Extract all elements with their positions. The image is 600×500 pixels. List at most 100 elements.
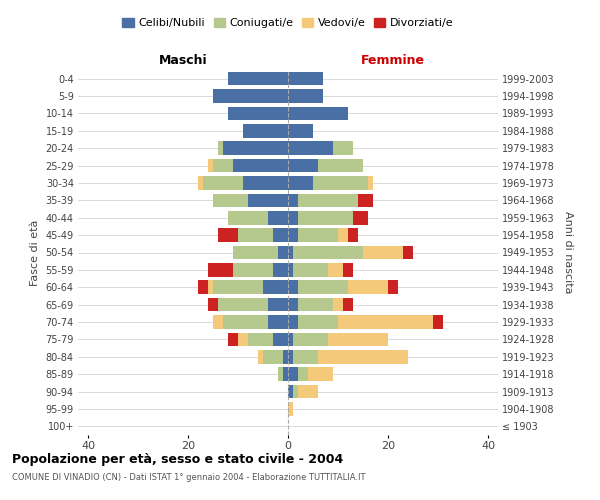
Bar [288,385,293,398]
Bar [288,280,298,294]
Bar [198,176,203,190]
Bar [218,298,268,312]
Text: Popolazione per età, sesso e stato civile - 2004: Popolazione per età, sesso e stato civil… [12,452,343,466]
Bar [208,280,213,294]
Bar [238,228,273,242]
Bar [298,228,338,242]
Bar [213,280,263,294]
Bar [293,263,328,276]
Bar [213,315,223,329]
Bar [208,263,233,276]
Bar [218,228,238,242]
Bar [213,90,288,103]
Bar [293,332,328,346]
Bar [288,315,298,329]
Bar [288,194,298,207]
Bar [203,176,243,190]
Bar [218,142,223,155]
Bar [343,263,353,276]
Bar [288,228,298,242]
Bar [228,72,288,86]
Bar [233,246,278,260]
Bar [288,176,313,190]
Bar [403,246,413,260]
Bar [288,332,293,346]
Bar [248,194,288,207]
Bar [278,246,288,260]
Bar [388,280,398,294]
Bar [288,246,293,260]
Bar [258,350,263,364]
Bar [248,332,273,346]
Bar [288,263,293,276]
Bar [348,228,358,242]
Bar [358,194,373,207]
Bar [433,315,443,329]
Bar [338,228,348,242]
Bar [263,280,288,294]
Bar [318,350,408,364]
Bar [198,280,208,294]
Bar [353,211,368,224]
Bar [288,90,323,103]
Bar [338,315,433,329]
Legend: Celibi/Nubili, Coniugati/e, Vedovi/e, Divorziati/e: Celibi/Nubili, Coniugati/e, Vedovi/e, Di… [118,14,458,33]
Bar [213,159,233,172]
Bar [223,142,288,155]
Bar [293,385,298,398]
Bar [288,124,313,138]
Bar [268,298,288,312]
Bar [268,315,288,329]
Bar [328,263,343,276]
Bar [283,368,288,381]
Bar [293,246,363,260]
Bar [313,176,368,190]
Bar [298,280,348,294]
Bar [273,263,288,276]
Bar [298,315,338,329]
Bar [288,211,298,224]
Bar [343,298,353,312]
Bar [288,142,333,155]
Bar [293,350,318,364]
Bar [298,298,333,312]
Bar [283,350,288,364]
Text: Femmine: Femmine [361,54,425,68]
Bar [308,368,333,381]
Bar [288,298,298,312]
Bar [228,106,288,120]
Bar [233,159,288,172]
Bar [318,159,363,172]
Bar [208,159,213,172]
Bar [278,368,283,381]
Bar [328,332,388,346]
Bar [223,315,268,329]
Bar [233,263,273,276]
Bar [228,211,268,224]
Bar [298,211,353,224]
Bar [288,350,293,364]
Bar [288,402,293,415]
Text: COMUNE DI VINADIO (CN) - Dati ISTAT 1° gennaio 2004 - Elaborazione TUTTITALIA.IT: COMUNE DI VINADIO (CN) - Dati ISTAT 1° g… [12,472,365,482]
Bar [238,332,248,346]
Bar [273,332,288,346]
Bar [243,124,288,138]
Bar [333,298,343,312]
Bar [228,332,238,346]
Bar [288,368,298,381]
Bar [213,194,248,207]
Bar [298,194,358,207]
Bar [298,368,308,381]
Bar [268,211,288,224]
Bar [298,385,318,398]
Bar [363,246,403,260]
Bar [273,228,288,242]
Bar [208,298,218,312]
Bar [288,106,348,120]
Y-axis label: Anni di nascita: Anni di nascita [563,211,573,294]
Bar [348,280,388,294]
Bar [368,176,373,190]
Bar [243,176,288,190]
Bar [288,159,318,172]
Bar [333,142,353,155]
